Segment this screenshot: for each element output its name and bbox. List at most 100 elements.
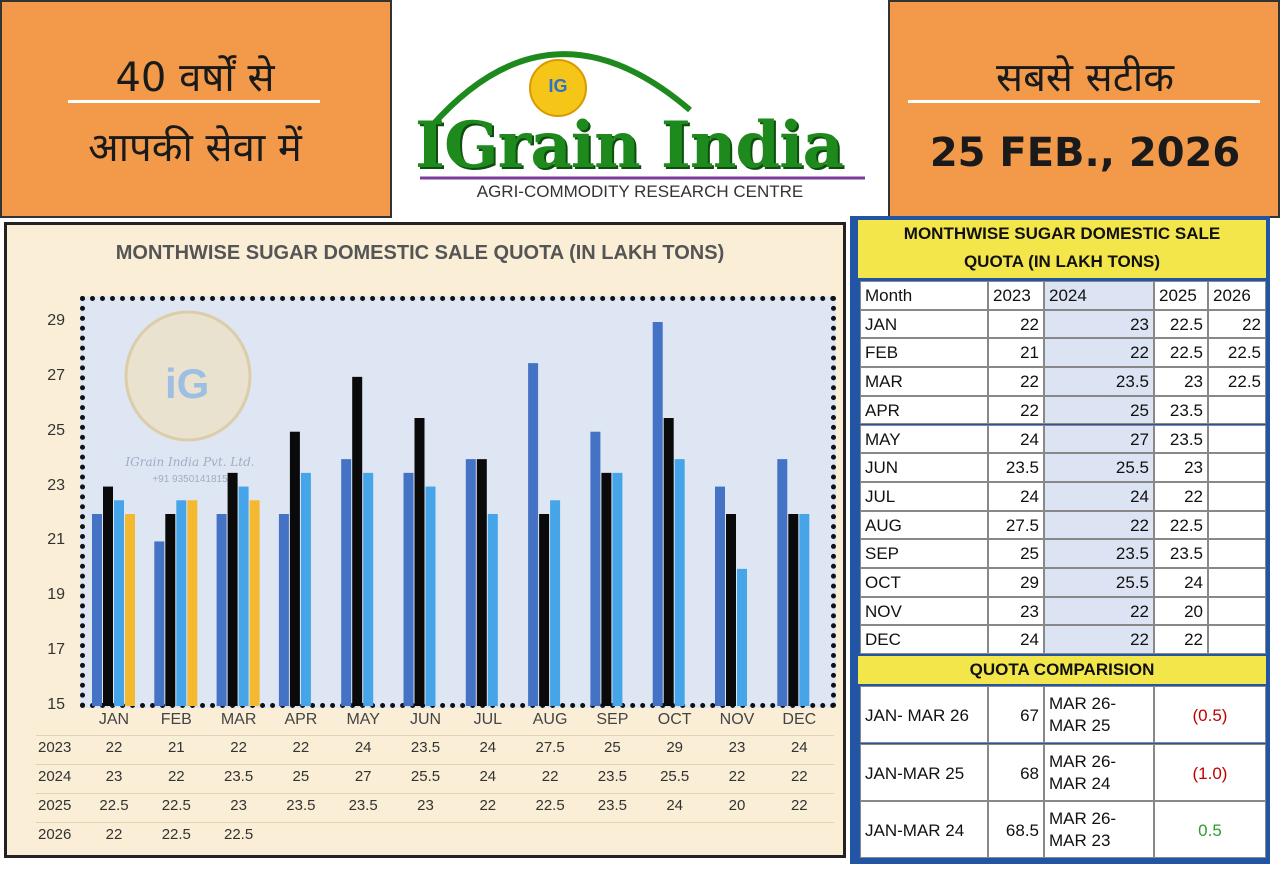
data-table-cell: 24 bbox=[479, 739, 497, 756]
data-table-cell: 22.5 bbox=[161, 826, 191, 843]
data-table-cell: 22 bbox=[292, 739, 310, 756]
bar-2023-apr bbox=[278, 514, 289, 706]
bar-2024-jul bbox=[476, 459, 487, 706]
quota-table-cell: 25.5 bbox=[1044, 568, 1154, 597]
bar-2023-feb bbox=[154, 541, 165, 706]
bar-2024-nov bbox=[726, 514, 736, 706]
x-tick-label: MAY bbox=[346, 711, 380, 728]
y-tick-label: 19 bbox=[47, 586, 65, 604]
bar-2024-oct bbox=[663, 418, 674, 706]
comparison-total: 67 bbox=[988, 686, 1044, 743]
data-table-cell: 25 bbox=[292, 768, 310, 785]
quota-table-month: AUG bbox=[860, 510, 988, 540]
data-table-cell: 23 bbox=[230, 797, 247, 814]
comparison-diff: (0.5) bbox=[1154, 686, 1266, 743]
x-tick-label: DEC bbox=[782, 711, 817, 728]
data-table-cell: 22.5 bbox=[223, 826, 254, 843]
quota-table-cell bbox=[1208, 453, 1266, 482]
quota-table-cell: 23.5 bbox=[1044, 367, 1154, 396]
quota-table-cell: 24 bbox=[988, 481, 1044, 511]
quota-table-cell: 23 bbox=[988, 596, 1044, 626]
quota-table-cell: 25 bbox=[988, 539, 1044, 568]
quota-table-header: Month bbox=[860, 281, 988, 310]
quota-table-cell: 22 bbox=[1044, 596, 1154, 626]
right-table-title: MONTHWISE SUGAR DOMESTIC SALE QUOTA (IN … bbox=[858, 220, 1266, 278]
quota-table-cell: 24 bbox=[1044, 481, 1154, 511]
bar-2024-jan bbox=[103, 486, 113, 706]
quota-table-month: MAY bbox=[860, 424, 988, 454]
data-table-cell: 29 bbox=[666, 739, 684, 756]
quota-table-cell bbox=[1208, 395, 1266, 425]
x-tick-label: AUG bbox=[532, 711, 568, 728]
data-table-cell: 25 bbox=[604, 739, 621, 756]
bar-2025-sep bbox=[612, 472, 623, 706]
quota-table-month: JAN bbox=[860, 309, 988, 339]
bar-2025-jun bbox=[425, 486, 436, 706]
logo-arc bbox=[420, 51, 865, 180]
quota-table-cell: 22 bbox=[1154, 625, 1208, 655]
quota-table-month: DEC bbox=[860, 625, 988, 655]
header-right-divider bbox=[908, 100, 1260, 103]
data-table-cell: 22 bbox=[105, 826, 123, 843]
quota-table-cell: 22.5 bbox=[1154, 510, 1208, 540]
quota-table-cell: 20 bbox=[1154, 596, 1208, 626]
quota-table-month: APR bbox=[860, 395, 988, 425]
quota-table-cell: 23 bbox=[1154, 453, 1208, 482]
quota-table-month: SEP bbox=[860, 539, 988, 568]
comparison-vs: MAR 26- MAR 23 bbox=[1044, 801, 1154, 858]
x-tick-label: APR bbox=[284, 711, 318, 728]
bar-2024-jun bbox=[414, 418, 425, 706]
data-table-cell: 24 bbox=[790, 739, 808, 756]
comparison-vs-line2: MAR 24 bbox=[1049, 773, 1111, 793]
quota-table-cell: 22.5 bbox=[1154, 338, 1208, 368]
bar-2023-jan bbox=[92, 514, 102, 706]
data-table-cell: 23.5 bbox=[223, 768, 254, 785]
bar-2024-feb bbox=[165, 514, 176, 706]
x-tick-label: SEP bbox=[596, 711, 629, 728]
quota-table-cell: 22.5 bbox=[1208, 367, 1266, 396]
quota-table-month: MAR bbox=[860, 367, 988, 396]
right-table-title-line1: MONTHWISE SUGAR DOMESTIC SALE bbox=[903, 224, 1221, 243]
quota-table-cell: 23 bbox=[1044, 309, 1154, 339]
watermark-logo: iG bbox=[124, 310, 252, 442]
x-tick-label: MAR bbox=[220, 711, 257, 728]
data-table-cell: 22.5 bbox=[161, 797, 191, 814]
bar-2024-sep bbox=[601, 472, 612, 706]
y-tick-label: 21 bbox=[47, 531, 65, 549]
data-table-cell: 25.5 bbox=[410, 768, 441, 785]
quota-table-cell: 24 bbox=[1154, 568, 1208, 597]
right-table-title-line2: QUOTA (IN LAKH TONS) bbox=[963, 252, 1161, 271]
logo-badge: IG bbox=[548, 76, 568, 96]
watermark-phone: +91 9350141815 bbox=[152, 474, 228, 485]
quota-table-cell: 29 bbox=[988, 568, 1044, 597]
quota-table-cell: 24 bbox=[988, 424, 1044, 454]
data-table-cell: 23 bbox=[417, 797, 434, 814]
data-table-cell: 24 bbox=[354, 739, 372, 756]
data-table-cell: 23 bbox=[105, 768, 123, 785]
quota-table-cell bbox=[1208, 568, 1266, 597]
bar-2025-feb bbox=[176, 500, 187, 706]
data-table-cell: 22 bbox=[167, 768, 185, 785]
svg-text:iG: iG bbox=[165, 360, 209, 407]
quota-table-cell: 27.5 bbox=[988, 510, 1044, 540]
bar-2025-oct bbox=[674, 459, 685, 706]
quota-table-month: FEB bbox=[860, 338, 988, 368]
bar-2023-jul bbox=[465, 459, 476, 706]
quota-table-cell: 23.5 bbox=[1044, 539, 1154, 568]
quota-table-cell bbox=[1208, 481, 1266, 511]
data-table-cell: 23.5 bbox=[286, 797, 316, 814]
comparison-vs-line2: MAR 25 bbox=[1049, 716, 1111, 735]
quota-table-cell: 23.5 bbox=[1154, 395, 1208, 425]
quota-table-cell: 25.5 bbox=[1044, 453, 1154, 482]
quota-table-cell: 22.5 bbox=[1208, 338, 1266, 368]
y-tick-label: 15 bbox=[47, 696, 65, 713]
quota-table-cell: 22 bbox=[988, 367, 1044, 396]
bar-2023-may bbox=[341, 459, 352, 706]
header-right-line1: सबसे सटीक bbox=[996, 55, 1174, 101]
quota-table-header: 2026 bbox=[1208, 281, 1266, 310]
bar-2024-may bbox=[352, 376, 363, 706]
quota-table-cell: 25 bbox=[1044, 395, 1154, 425]
data-table-cell: 24 bbox=[666, 797, 684, 814]
data-table-cell: 20 bbox=[728, 797, 746, 814]
